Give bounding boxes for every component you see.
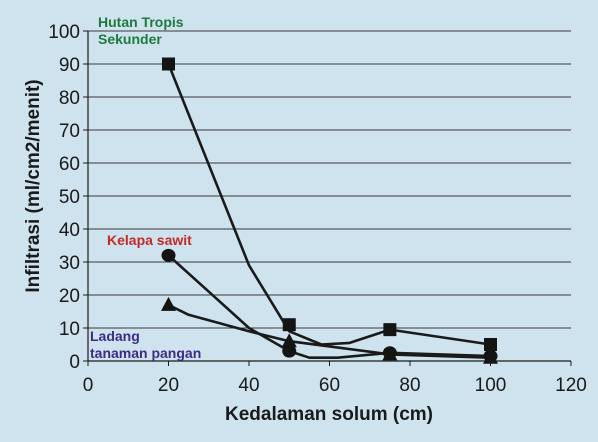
point-series1-1: [162, 57, 175, 71]
point-series1-3: [383, 323, 397, 337]
y-tick-label-80: 80: [59, 88, 80, 109]
y-axis-title: Infiltrasi (ml/cm2/menit): [23, 79, 44, 292]
y-tick-label-60: 60: [59, 154, 80, 175]
point-series3-3: [382, 346, 398, 361]
y-tick-label-10: 10: [59, 319, 80, 340]
y-tick-label-30: 30: [59, 253, 80, 274]
x-tick-label-60: 60: [319, 375, 340, 396]
annotation-1-line-2: Sekunder: [98, 31, 162, 47]
series-line-2: [167, 254, 491, 359]
x-tick-label-80: 80: [399, 375, 420, 396]
x-tick-label-20: 20: [158, 375, 179, 396]
point-series3-1: [161, 296, 176, 311]
point-series1-4: [484, 338, 497, 351]
point-series3-4: [483, 349, 498, 364]
x-tick-label-100: 100: [475, 375, 507, 396]
y-tick-label-70: 70: [59, 121, 80, 142]
y-tick-label-50: 50: [59, 187, 80, 208]
y-tick-label-90: 90: [59, 55, 80, 76]
point-series2-2: [282, 344, 297, 358]
series-line-3: [167, 303, 491, 359]
series-markers: [161, 57, 498, 364]
annotation-3-line-1: Ladang: [90, 328, 140, 344]
axes: [83, 30, 572, 366]
point-series3-2: [281, 333, 297, 348]
annotation-2-line-1: Kelapa sawit: [107, 232, 192, 248]
x-tick-label-120: 120: [555, 375, 587, 396]
annotation-1-line-1: Hutan Tropis: [98, 14, 184, 30]
x-tick-label-40: 40: [238, 375, 259, 396]
point-series2-1: [161, 248, 176, 262]
x-tick-label-0: 0: [83, 375, 94, 396]
series-lines: [167, 63, 491, 359]
series-line-1: [167, 63, 491, 346]
gridlines: [88, 30, 571, 329]
annotation-3-line-2: tanaman pangan: [90, 345, 201, 361]
y-tick-label-20: 20: [59, 286, 80, 307]
y-tick-label-40: 40: [59, 220, 80, 241]
point-series1-2: [282, 318, 296, 332]
y-tick-label-0: 0: [69, 352, 80, 373]
x-axis-title: Kedalaman solum (cm): [225, 404, 433, 425]
y-tick-label-100: 100: [48, 22, 80, 43]
tick-labels: 0 10 20 30 40 50 60 70 80 90 100 0 20 40 60 80 100 120: [48, 22, 587, 396]
